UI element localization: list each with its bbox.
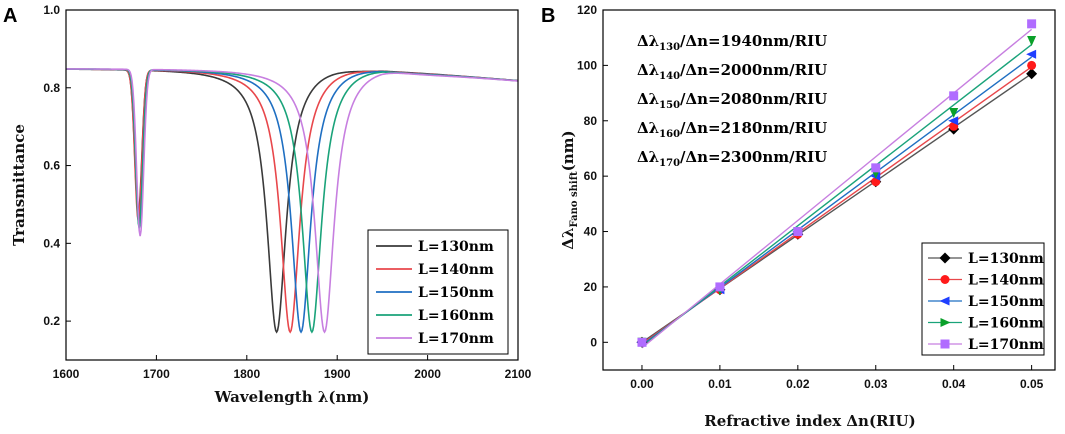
panel-a-x-tick-label: 1700 [143,367,170,381]
panel-b-point-l-170nm [637,337,647,347]
panel-a-y-tick-label: 0.4 [43,236,60,250]
panel-b-legend-marker-l-150nm [939,296,950,306]
panel-b-point-l-170nm [793,227,803,237]
panel-b-sensitivity-annotation: Δλ140/Δn=2000nm/RIU [637,61,827,82]
panel-a-x-tick-label: 1900 [324,367,351,381]
panel-a-legend-label-l-160nm: L=160nm [418,308,494,324]
panel-b-point-l-160nm [949,107,959,118]
panel-b-legend-marker-l-140nm [940,275,950,284]
panel-b-y-axis-label: ΔλFano shift(nm) [559,130,580,249]
panel-a-chart: 1600 1700 1800 1900 2000 21000.20.40.60.81.0 … [10,3,532,406]
panel-b-plot-frame [602,9,1056,371]
annotation-value: /Δn=1940nm/RIU [680,32,827,50]
panel-a-x-axis-label: Wavelength λ(nm) [214,388,370,406]
panel-a-legend-label-l-150nm: L=150nm [418,285,494,301]
panel-b-sensitivity-annotation: Δλ130/Δn=1940nm/RIU [637,32,827,53]
panel-b-legend: L=130nm L=140nm L=150nm L=160nm L=170nm [921,242,1045,356]
panel-b-fit-line-l-160nm [641,44,1033,348]
panel-b-y-label-suffix: (nm) [559,130,577,171]
panel-b-legend-marker-l-130nm [939,252,951,264]
panel-b-y-label-main: Δλ [559,227,577,249]
panel-b-x-tick-label: 0.05 [1020,377,1044,391]
panel-b-point-l-130nm [1026,68,1038,80]
annotation-value: /Δn=2300nm/RIU [680,148,827,166]
panel-b-point-l-170nm [949,91,959,101]
panel-b-x-tick-label: 0.03 [864,377,888,391]
panel-a-legend-label-l-130nm: L=130nm [418,239,494,255]
panel-b-legend-label-l-140nm: L=140nm [968,273,1044,289]
annotation-delta: Δλ [637,90,659,108]
panel-b-legend-marker-l-170nm [940,339,950,349]
panel-b-x-tick-label: 0.04 [942,377,966,391]
annotation-value: /Δn=2080nm/RIU [680,90,827,108]
panel-a-legend-label-l-140nm: L=140nm [418,262,494,278]
panel-a-y-tick-label: 1.0 [43,3,60,17]
panel-a-ticks: 1600 1700 1800 1900 2000 2100 0.2 0.4 0.6 0.8 1.0 [43,3,531,381]
panel-b-point-l-150nm [1026,49,1037,59]
panel-a-y-tick-label: 0.8 [43,81,60,95]
panel-b-ticks: 0.00 0.01 0.02 0.03 0.04 0.05 0 20 40 60 80 100 120 [577,3,1044,391]
panel-label-a: A [3,5,17,27]
panel-b-sensitivity-annotation: Δλ160/Δn=2180nm/RIU [637,119,827,140]
panel-b-y-tick-label: 40 [584,225,598,239]
panel-b-point-l-170nm [871,163,881,173]
panel-b-annotations: Δλ130/Δn=1940nm/RIUΔλ140/Δn=2000nm/RIUΔλ… [637,32,827,169]
panel-b-legend-label-l-150nm: L=150nm [968,294,1044,310]
panel-a-legend-label-l-170nm: L=170nm [418,331,494,347]
annotation-subscript: 140 [659,71,680,82]
panel-b-y-tick-label: 0 [590,335,597,349]
panel-b-fit-lines [641,28,1033,349]
annotation-subscript: 130 [659,42,680,53]
panel-b-y-tick-label: 20 [584,280,598,294]
panel-b-sensitivity-annotation: Δλ170/Δn=2300nm/RIU [637,148,827,169]
panel-b-point-l-170nm [715,282,725,292]
panel-b-x-tick-label: 0.00 [630,377,654,391]
annotation-subscript: 150 [659,100,680,111]
panel-b-point-l-170nm [1027,19,1037,29]
panel-b-x-axis-label: Refractive index Δn(RIU) [704,412,915,430]
panel-b-legend-marker-l-160nm [940,318,951,327]
panel-a-x-tick-label: 2100 [505,367,532,381]
panel-b-y-tick-label: 60 [584,169,598,183]
panel-a-x-tick-label: 1800 [233,367,260,381]
panel-b-chart: 0.00 0.01 0.02 0.03 0.04 0.05020406080100120 … [559,3,1056,430]
panel-b-legend-label-l-170nm: L=170nm [968,337,1044,353]
annotation-value: /Δn=2180nm/RIU [680,119,827,137]
panel-b-legend-box [921,242,1045,356]
panel-a-series-l-170nm [66,68,519,334]
panel-b-x-tick-label: 0.01 [708,377,732,391]
panel-a-y-axis-label: Transmittance [10,124,28,246]
panel-a-x-tick-label: 1600 [53,367,80,381]
panel-a-plot-frame [65,9,519,361]
panel-b-fit-line-l-170nm [641,28,1033,349]
panel-b-legend-label-l-160nm: L=160nm [968,316,1044,332]
panel-b-points [636,19,1038,348]
panel-b-x-tick-label: 0.02 [786,377,810,391]
panel-a-y-tick-label: 0.2 [43,314,60,328]
annotation-delta: Δλ [637,61,659,79]
panel-b-y-tick-label: 80 [584,114,598,128]
panel-b-y-tick-label: 120 [577,3,597,17]
panel-b-sensitivity-annotation: Δλ150/Δn=2080nm/RIU [637,90,827,111]
panel-b-fit-line-l-150nm [641,56,1033,346]
panel-a-y-tick-label: 0.6 [43,159,60,173]
annotation-delta: Δλ [637,32,659,50]
annotation-subscript: 160 [659,129,680,140]
annotation-delta: Δλ [637,148,659,166]
panel-b-point-l-160nm [1027,35,1037,46]
panel-label-b: B [541,5,555,27]
annotation-delta: Δλ [637,119,659,137]
annotation-value: /Δn=2000nm/RIU [680,61,827,79]
panel-b-point-l-140nm [1027,60,1037,70]
panel-a-curves [65,68,519,334]
panel-a-legend: L=130nm L=140nm L=150nm L=160nm L=170nm [367,229,509,355]
panel-b-y-tick-label: 100 [577,58,597,72]
panel-b-legend-label-l-130nm: L=130nm [968,251,1044,267]
panel-b-point-l-150nm [948,116,959,126]
annotation-subscript: 170 [659,158,680,169]
panel-a-x-tick-label: 2000 [414,367,441,381]
panel-b-y-label-sub: Fano shift [569,171,580,227]
